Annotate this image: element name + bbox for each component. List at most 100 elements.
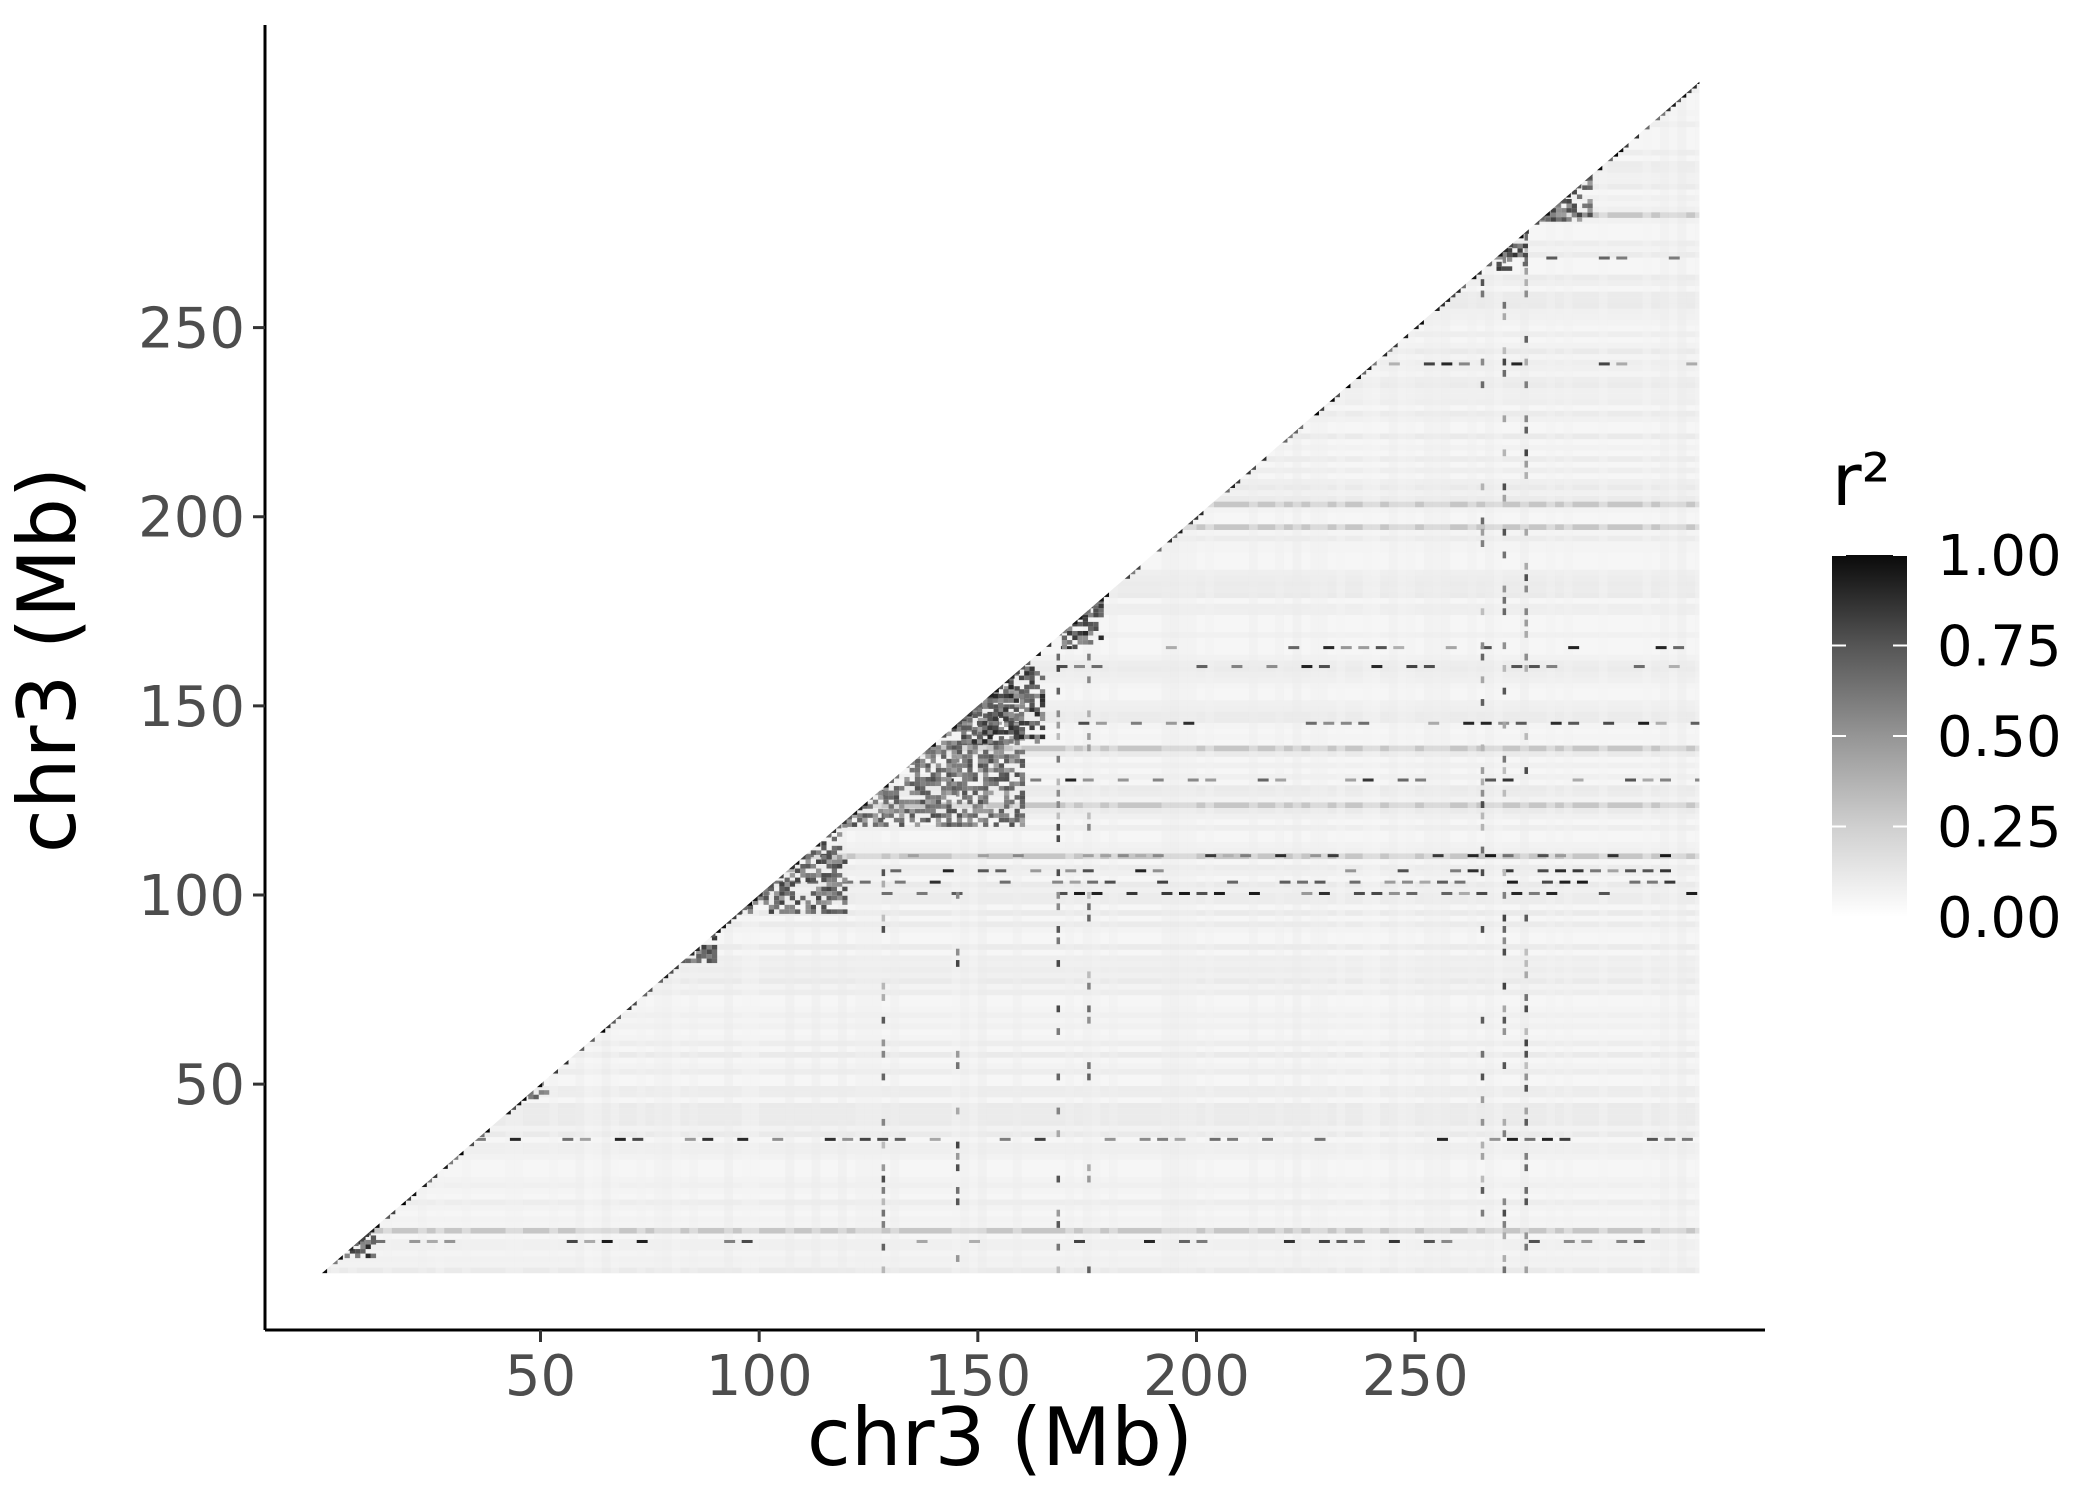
ld-block-cell	[946, 699, 952, 705]
ld-block-cell	[946, 740, 952, 746]
ld-block-cell	[992, 693, 998, 699]
ld-block-cell	[998, 808, 1005, 814]
ld-block-cell	[774, 854, 780, 860]
ld-dark-col-cell	[1502, 551, 1507, 559]
ld-block-cell	[941, 740, 947, 746]
ld-dark-col-cell	[1480, 279, 1485, 286]
ld-block-cell	[1522, 243, 1528, 249]
ld-col-band	[1467, 81, 1477, 1274]
ld-block-cell	[983, 690, 989, 696]
ld-dark-row-cell	[1695, 778, 1700, 782]
ld-block-cell	[976, 711, 983, 717]
ld-block-cell	[1034, 707, 1040, 712]
ld-diagonal-cell	[736, 910, 742, 915]
ld-block-cell	[977, 758, 984, 764]
ld-block-cell	[1019, 772, 1026, 777]
ld-block-cell	[774, 895, 780, 901]
ld-dark-col-cell	[1480, 528, 1485, 536]
ld-block-cell	[1545, 208, 1551, 213]
ld-block-cell	[1018, 675, 1025, 681]
ld-block-cell	[533, 1067, 539, 1073]
ld-dark-row-cell	[1388, 1239, 1400, 1243]
ld-block-cell	[851, 776, 858, 782]
ld-block-cell	[1540, 180, 1546, 186]
ld-block-cell	[339, 1226, 345, 1231]
ld-block-cell	[962, 790, 968, 796]
ld-dark-col-cell	[1524, 449, 1528, 457]
ld-block-cell	[851, 786, 858, 791]
ld-block-cell	[685, 922, 691, 927]
ld-block-cell	[946, 817, 952, 823]
ld-block-cell	[846, 713, 852, 718]
y-tick-label: 250	[138, 297, 245, 362]
ld-block-cell	[784, 882, 790, 887]
ld-block-cell	[914, 736, 921, 741]
ld-block-cell	[962, 808, 968, 814]
ld-block-cell	[956, 822, 963, 827]
ld-block-cell	[935, 817, 942, 823]
ld-block-cell	[909, 745, 915, 750]
ld-row-band	[321, 206, 1700, 213]
ld-diagonal-cell	[1439, 301, 1445, 307]
ld-dark-row-cell	[444, 1239, 456, 1243]
ld-block-cell	[951, 749, 957, 755]
ld-block-cell	[862, 740, 868, 746]
ld-dark-row-cell	[1139, 1137, 1151, 1141]
ld-dark-row-cell	[1301, 665, 1313, 669]
ld-row-band	[321, 1205, 1700, 1211]
ld-diagonal-cell	[893, 773, 900, 779]
ld-block-cell	[967, 822, 973, 827]
ld-block-cell	[1540, 199, 1546, 204]
ld-block-cell	[763, 845, 769, 851]
ld-block-cell	[1534, 199, 1541, 204]
ld-block-cell	[763, 873, 769, 878]
ld-row-band	[321, 989, 1700, 996]
ld-block-cell	[1056, 621, 1062, 627]
ld-block-cell	[1039, 734, 1046, 740]
ld-block-cell	[987, 716, 993, 721]
ld-dark-col-cell	[881, 1050, 886, 1058]
ld-dark-col-cell	[881, 1198, 886, 1206]
ld-dark-row-cell	[929, 880, 941, 884]
ld-block-cell	[1019, 727, 1026, 732]
ld-block-cell	[956, 749, 963, 755]
ld-block-cell	[846, 708, 852, 714]
ld-block-cell	[831, 891, 838, 896]
ld-diagonal-cell	[1675, 97, 1682, 103]
ld-diagonal-cell	[1366, 365, 1372, 370]
ld-dark-col-cell	[1524, 1266, 1528, 1274]
ld-row-band	[321, 1222, 1700, 1228]
ld-block-cell	[1072, 635, 1078, 641]
ld-dark-row-cell	[842, 1137, 854, 1141]
ld-block-cell	[976, 721, 983, 726]
ld-block-cell	[1587, 203, 1593, 209]
ld-block-cell	[711, 944, 718, 950]
ld-block-cell	[971, 698, 977, 703]
ld-block-cell	[1003, 675, 1009, 681]
ld-dark-row-cell	[1074, 891, 1085, 895]
ld-block-cell	[1003, 666, 1009, 672]
ld-block-cell	[1587, 171, 1593, 177]
ld-diagonal-cell	[1004, 678, 1010, 684]
ld-block-cell	[355, 1253, 361, 1259]
ld-block-cell	[747, 836, 754, 842]
ld-block-cell	[951, 754, 957, 759]
ld-block-cell	[878, 690, 884, 696]
ld-block-cell	[955, 702, 962, 708]
ld-block-cell	[967, 722, 973, 728]
ld-dark-row-cell	[1340, 646, 1352, 650]
ld-block-cell	[914, 713, 921, 718]
ld-block-cell	[339, 1217, 345, 1222]
ld-block-cell	[1545, 180, 1551, 186]
ld-dark-row-cell	[999, 1137, 1011, 1141]
ld-block-cell	[1550, 167, 1556, 172]
ld-block-cell	[1024, 734, 1030, 740]
ld-dark-col-cell	[1056, 755, 1061, 763]
ld-block-cell	[339, 1230, 345, 1236]
ld-diagonal-cell	[956, 719, 963, 725]
ld-block-cell	[826, 859, 832, 864]
ld-block-cell	[805, 873, 811, 878]
ld-block-cell	[1009, 754, 1015, 759]
ld-block-cell	[925, 745, 931, 750]
